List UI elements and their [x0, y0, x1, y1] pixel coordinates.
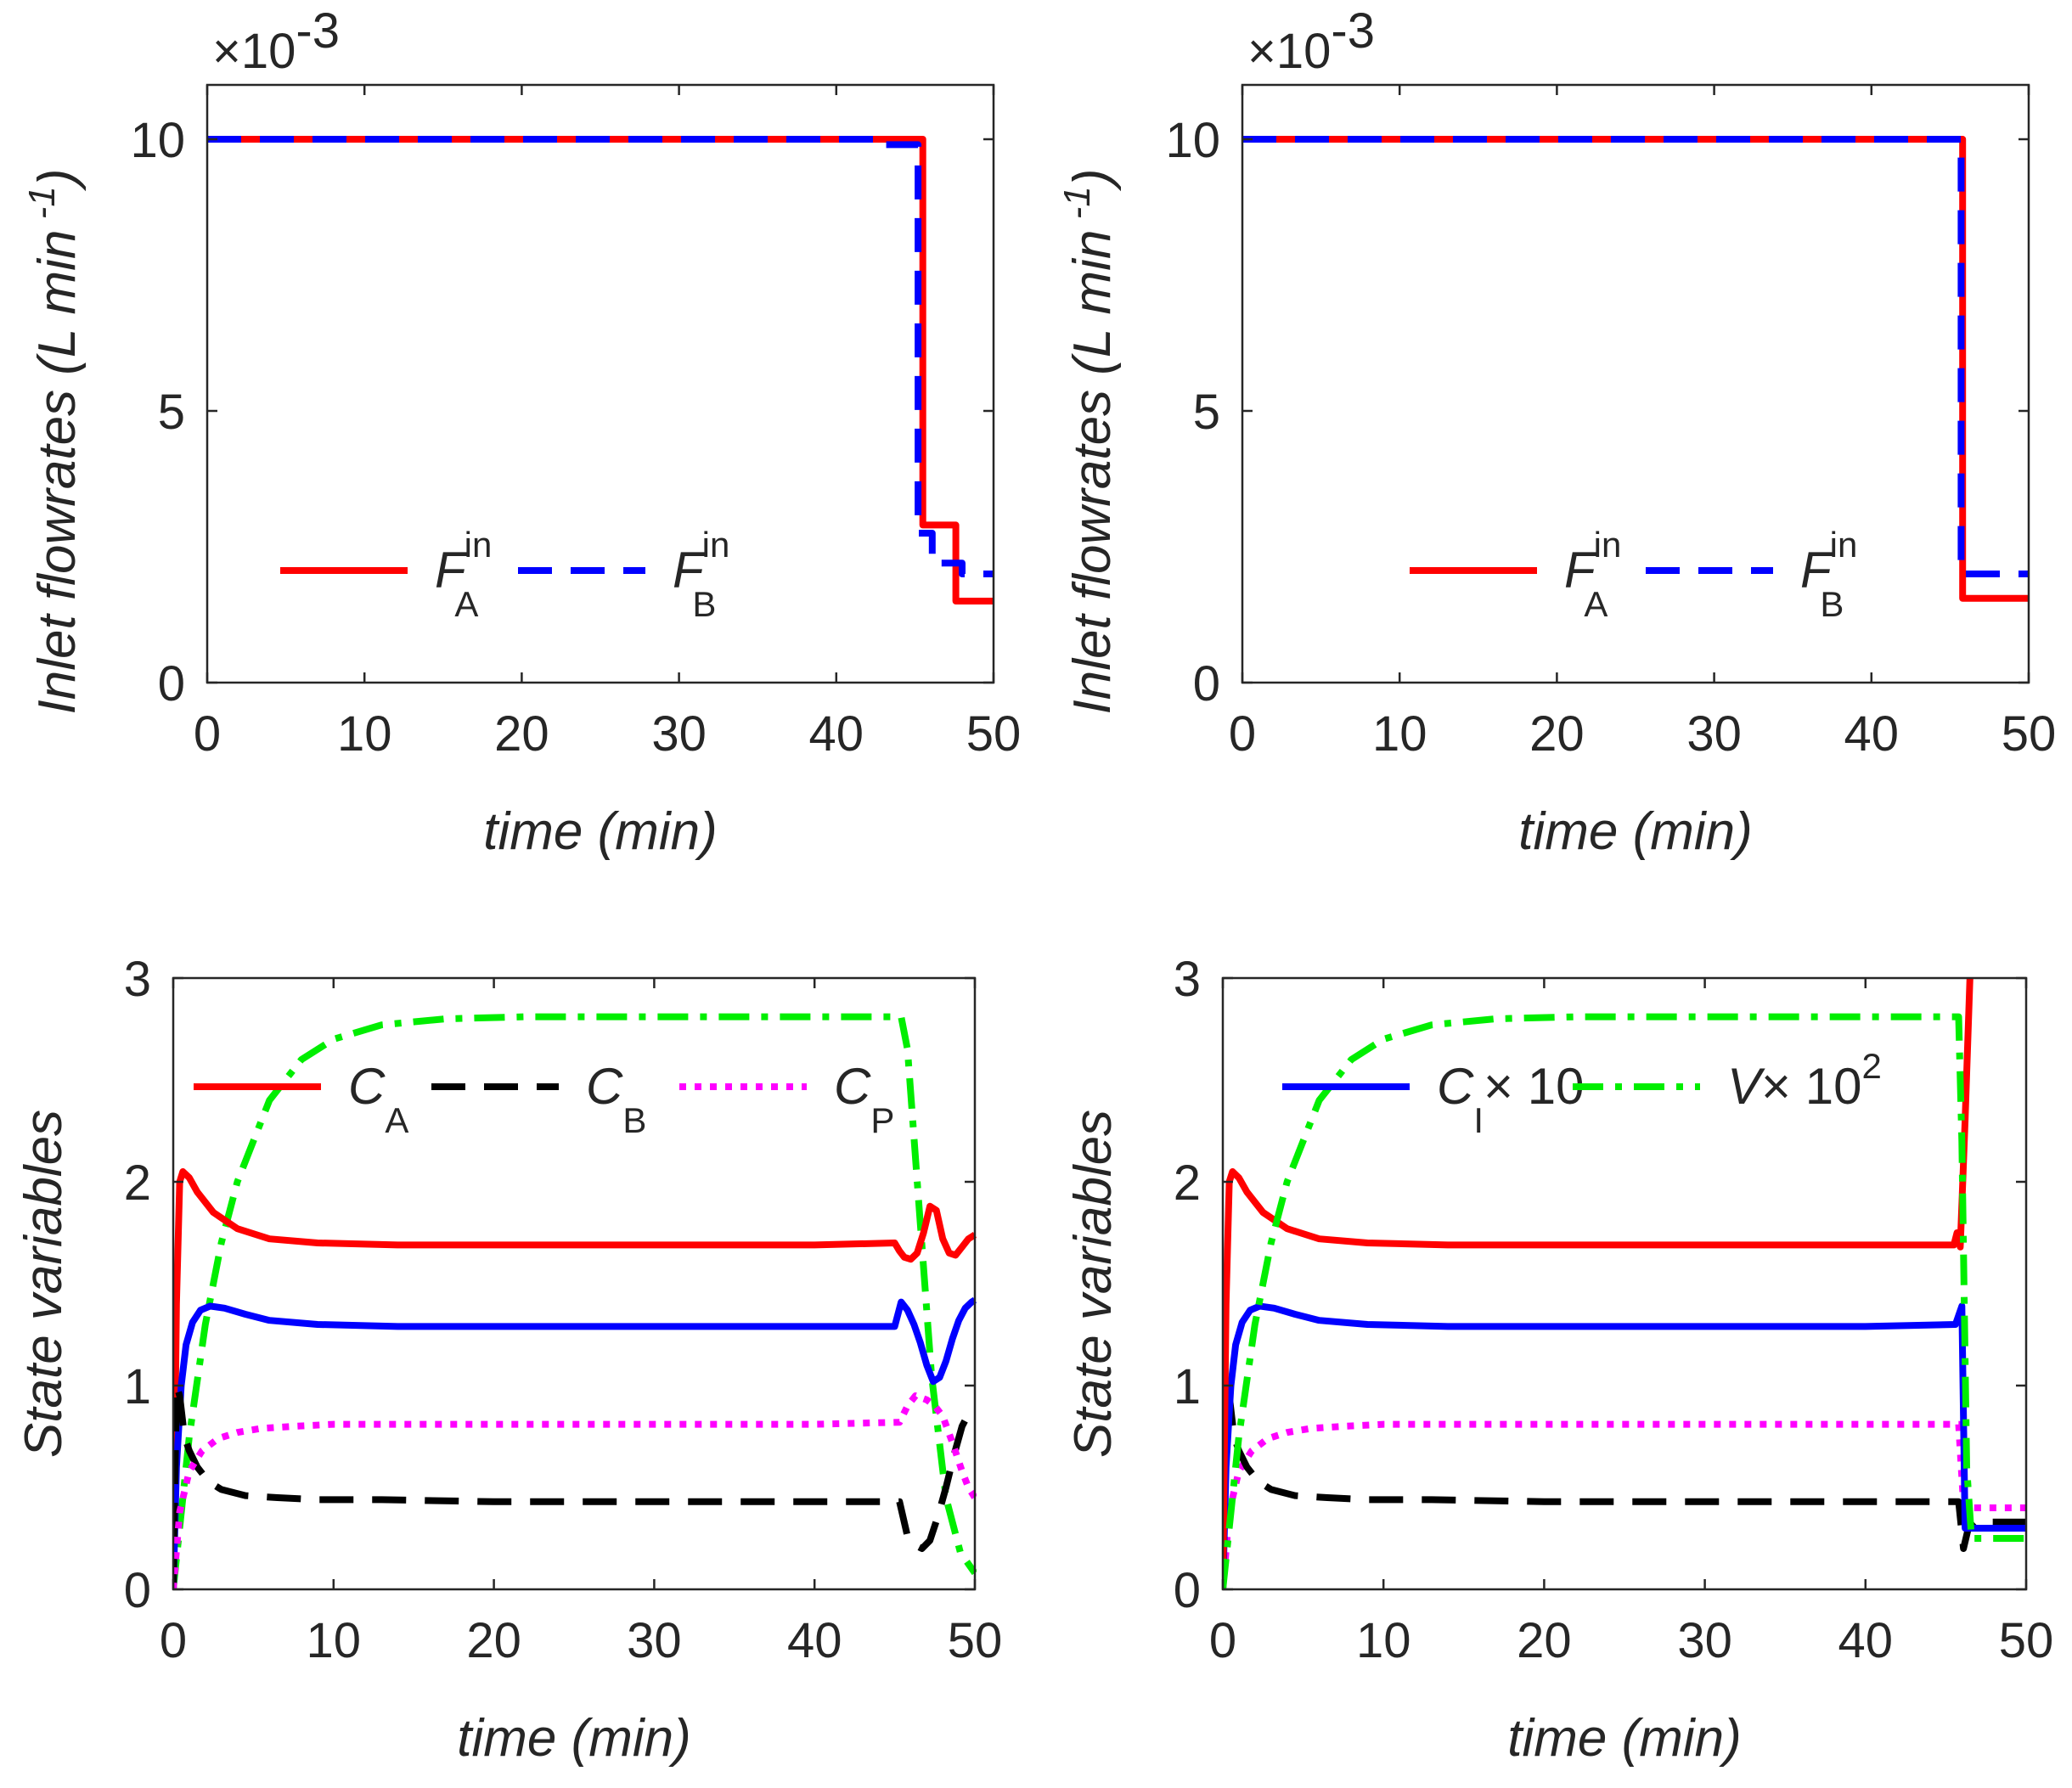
chart-panel-bottom-right: 0 10 20 30 40 50 0 1 2 3 time (min) State variables…: [1064, 952, 2053, 1768]
y-tick-label: 10: [1165, 113, 1220, 168]
x-tick-label: 20: [1517, 1613, 1572, 1668]
x-tick-label: 50: [966, 706, 1022, 762]
y-tick-label: 3: [1174, 952, 1201, 1007]
x-tick-label: 20: [466, 1613, 521, 1668]
series-line-c-p: [1223, 1420, 2026, 1590]
series-group: [173, 1013, 977, 1590]
x-tick-label: 10: [337, 706, 392, 762]
x-tick-label: 50: [1999, 1613, 2054, 1668]
series-line-c-i-10: [173, 1296, 977, 1590]
x-tick-label: 40: [809, 706, 864, 762]
series-line-c-i-10: [1223, 1302, 2026, 1590]
legend: CI× 10 V× 102: [1282, 1046, 1882, 1140]
y-tick-label: 2: [1174, 1155, 1201, 1211]
y-tick-label: 2: [124, 1155, 151, 1211]
x-tick-label: 30: [627, 1613, 682, 1668]
series-line-v-10-2: [173, 1013, 977, 1590]
plot-area: [173, 978, 975, 1589]
x-tick-label: 0: [160, 1613, 187, 1668]
y-tick-label: 5: [1193, 385, 1220, 440]
x-tick-label: 30: [1686, 706, 1742, 762]
x-tick-label: 30: [651, 706, 707, 762]
series-line-c-b: [1223, 1382, 2026, 1590]
y-tick-label: 0: [1174, 1563, 1201, 1618]
x-tick-label: 0: [1209, 1613, 1236, 1668]
legend-label: Fin B: [1800, 525, 1857, 624]
series-group: [1242, 136, 2029, 602]
axes-frame: [1241, 83, 2030, 684]
y-tick-label: 1: [1174, 1359, 1201, 1414]
legend: Fin A Fin B: [280, 525, 729, 624]
y-tick-label: 10: [130, 113, 185, 168]
chart-panel-bottom-left: 0 10 20 30 40 50 0 1 2 3 time (min) State variables…: [14, 952, 1002, 1768]
series-line-c-a: [1223, 977, 1973, 1590]
x-tick-label: 30: [1677, 1613, 1732, 1668]
y-tick-label: 3: [124, 952, 151, 1007]
y-axis-label: Inlet flowrates (L min -1): [21, 169, 87, 715]
axes-frame: [1221, 976, 2028, 1591]
legend-label: CP: [834, 1058, 894, 1140]
x-axis-label: time (min): [1518, 802, 1753, 861]
series-group: [207, 136, 994, 604]
x-tick-label: 40: [1838, 1613, 1894, 1668]
legend-label: Fin A: [1564, 525, 1621, 624]
plot-area: [1223, 978, 2026, 1589]
series-group: [1223, 977, 2026, 1590]
legend: CA CB CP: [194, 1058, 894, 1140]
legend-label: V× 102: [1727, 1046, 1882, 1115]
plot-area: [207, 85, 994, 683]
legend-label: Fin B: [673, 525, 729, 624]
x-tick-label: 40: [787, 1613, 842, 1668]
y-tick-label: 0: [124, 1563, 151, 1618]
x-tick-label: 0: [1229, 706, 1256, 762]
x-axis-label: time (min): [1507, 1709, 1742, 1768]
series-line-f-b-in: [207, 136, 994, 577]
x-tick-label: 0: [194, 706, 221, 762]
y-tick-label: 1: [124, 1359, 151, 1414]
series-line-c-p: [173, 1392, 977, 1590]
x-axis-label: time (min): [483, 802, 718, 861]
x-tick-label: 20: [1529, 706, 1585, 762]
y-multiplier-label: ×10-3: [1247, 3, 1375, 79]
x-tick-label: 10: [1372, 706, 1427, 762]
y-axis-label: State variables: [14, 1110, 73, 1458]
x-tick-label: 50: [948, 1613, 1003, 1668]
series-line-f-b-in: [1242, 136, 2029, 577]
legend-label: CA: [348, 1058, 408, 1140]
x-tick-label: 10: [1356, 1613, 1411, 1668]
series-line-c-b: [173, 1382, 977, 1590]
x-axis-label: time (min): [457, 1709, 691, 1768]
series-line-v-10-2: [1223, 1013, 2026, 1590]
x-tick-label: 20: [494, 706, 549, 762]
axes-frame: [206, 83, 995, 684]
legend: Fin A Fin B: [1410, 525, 1857, 624]
x-tick-label: 40: [1844, 706, 1900, 762]
y-tick-label: 5: [158, 385, 185, 440]
plot-area: [1242, 85, 2029, 683]
legend-label: Fin A: [435, 525, 492, 624]
x-tick-label: 10: [307, 1613, 362, 1668]
axes-frame: [172, 976, 977, 1591]
y-axis-label: State variables: [1064, 1110, 1123, 1458]
x-tick-label: 50: [2002, 706, 2057, 762]
y-axis-label: Inlet flowrates (L min -1): [1056, 169, 1122, 715]
y-multiplier-label: ×10-3: [212, 3, 340, 79]
legend-label: CB: [586, 1058, 646, 1140]
chart-panel-top-left: 0 10 20 30 40 50 0 5 10 ×10-3 time (min) Inlet flow…: [21, 3, 1021, 861]
legend-label: CI× 10: [1437, 1058, 1584, 1140]
series-line-c-a: [173, 1168, 977, 1590]
chart-panel-top-right: 0 10 20 30 40 50 0 5 10 ×10-3 time (min) Inlet flow…: [1056, 3, 2056, 861]
y-tick-label: 0: [158, 656, 185, 711]
y-tick-label: 0: [1193, 656, 1220, 711]
